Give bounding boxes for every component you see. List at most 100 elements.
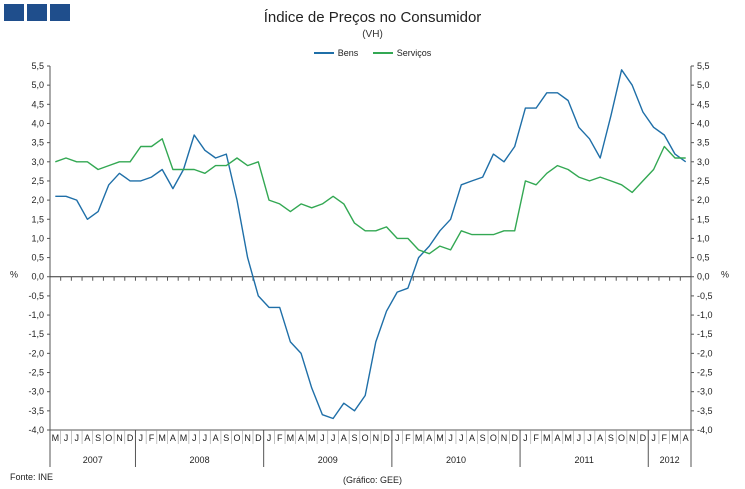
x-tick-label: J (64, 433, 69, 443)
y-tick-label-left: 2,0 (31, 195, 44, 205)
y-tick-label-right: 5,5 (697, 61, 710, 71)
x-tick-label: J (192, 433, 197, 443)
y-tick-label-left: 1,5 (31, 214, 44, 224)
x-tick-label: D (640, 433, 647, 443)
y-tick-label-left: -3,5 (28, 406, 44, 416)
x-tick-label: M (158, 433, 166, 443)
x-tick-label: F (277, 433, 283, 443)
x-tick-label: A (213, 433, 219, 443)
x-tick-label: M (180, 433, 188, 443)
x-tick-label: F (405, 433, 411, 443)
x-tick-label: F (149, 433, 155, 443)
y-tick-label-right: -1,5 (697, 329, 713, 339)
x-tick-label: M (564, 433, 572, 443)
x-tick-label: S (223, 433, 229, 443)
x-tick-label: N (116, 433, 123, 443)
x-tick-label: O (490, 433, 497, 443)
y-tick-label-right: -1,0 (697, 310, 713, 320)
x-tick-label: A (84, 433, 90, 443)
x-tick-label: A (170, 433, 176, 443)
x-tick-label: J (267, 433, 272, 443)
series-line-bens (55, 69, 687, 420)
year-label: 2008 (190, 455, 210, 465)
y-tick-label-left: -1,5 (28, 329, 44, 339)
x-tick-label: M (415, 433, 423, 443)
x-tick-label: F (533, 433, 539, 443)
y-tick-label-right: -2,5 (697, 368, 713, 378)
x-tick-label: O (233, 433, 240, 443)
y-tick-label-left: 3,0 (31, 157, 44, 167)
x-tick-label: M (52, 433, 60, 443)
x-tick-label: M (436, 433, 444, 443)
x-tick-label: J (320, 433, 325, 443)
y-tick-label-left: 5,5 (31, 61, 44, 71)
legend-label-bens: Bens (337, 48, 359, 58)
y-tick-label-right: 4,5 (697, 99, 710, 109)
y-tick-label-right: 5,0 (697, 80, 710, 90)
logo-block (27, 4, 47, 21)
x-tick-label: N (501, 433, 508, 443)
credit-note: (Gráfico: GEE) (342, 475, 402, 485)
x-tick-label: J (459, 433, 464, 443)
x-tick-label: A (426, 433, 432, 443)
y-axis-label-right: % (721, 270, 729, 280)
legend-label-servicos: Serviços (396, 48, 432, 58)
x-tick-label: A (469, 433, 475, 443)
x-tick-label: S (480, 433, 486, 443)
x-tick-label: M (287, 433, 295, 443)
x-tick-label: N (629, 433, 636, 443)
year-label: 2010 (446, 455, 466, 465)
legend-item-servicos: Serviços (372, 48, 432, 58)
x-tick-label: J (523, 433, 528, 443)
x-tick-label: A (683, 433, 689, 443)
y-tick-label-right: 3,0 (697, 157, 710, 167)
x-tick-label: J (74, 433, 79, 443)
y-tick-label-right: -2,0 (697, 348, 713, 358)
x-tick-label: D (511, 433, 518, 443)
y-tick-label-left: 0,5 (31, 253, 44, 263)
y-tick-label-right: 3,5 (697, 138, 710, 148)
x-tick-label: J (448, 433, 453, 443)
y-tick-label-right: -3,5 (697, 406, 713, 416)
y-tick-label-left: -4,0 (28, 425, 44, 435)
y-tick-label-right: -0,5 (697, 291, 713, 301)
x-tick-label: N (244, 433, 251, 443)
x-tick-label: A (597, 433, 603, 443)
x-tick-label: M (671, 433, 679, 443)
x-tick-label: N (373, 433, 380, 443)
x-tick-label: O (362, 433, 369, 443)
chart-title: Índice de Preços no Consumidor (263, 9, 482, 26)
logo-block (50, 4, 70, 21)
y-axis-label-left: % (10, 270, 18, 280)
year-label: 2007 (83, 455, 103, 465)
y-tick-label-right: 0,0 (697, 272, 710, 282)
x-tick-label: S (95, 433, 101, 443)
logo-block (4, 4, 24, 21)
y-tick-label-left: -1,0 (28, 310, 44, 320)
x-tick-label: J (203, 433, 208, 443)
x-tick-label: J (139, 433, 144, 443)
source-note: Fonte: INE (10, 472, 54, 482)
x-tick-label: S (608, 433, 614, 443)
x-tick-label: J (651, 433, 656, 443)
x-tick-label: J (587, 433, 592, 443)
y-tick-label-right: 0,5 (697, 253, 710, 263)
x-tick-label: D (255, 433, 262, 443)
series-line-servicos (55, 138, 686, 255)
y-tick-label-right: 2,5 (697, 176, 710, 186)
y-tick-label-left: 2,5 (31, 176, 44, 186)
x-tick-label: D (383, 433, 390, 443)
y-tick-label-right: 1,5 (697, 214, 710, 224)
chart-subtitle: (VH) (362, 29, 383, 40)
x-tick-label: S (351, 433, 357, 443)
y-tick-label-right: 4,0 (697, 118, 710, 128)
y-tick-label-left: 1,0 (31, 233, 44, 243)
x-tick-label: J (577, 433, 582, 443)
year-label: 2011 (574, 455, 593, 465)
year-label: 2012 (660, 455, 680, 465)
y-tick-label-left: 3,5 (31, 138, 44, 148)
y-tick-label-left: 5,0 (31, 80, 44, 90)
x-tick-label: M (543, 433, 551, 443)
x-tick-label: A (341, 433, 347, 443)
